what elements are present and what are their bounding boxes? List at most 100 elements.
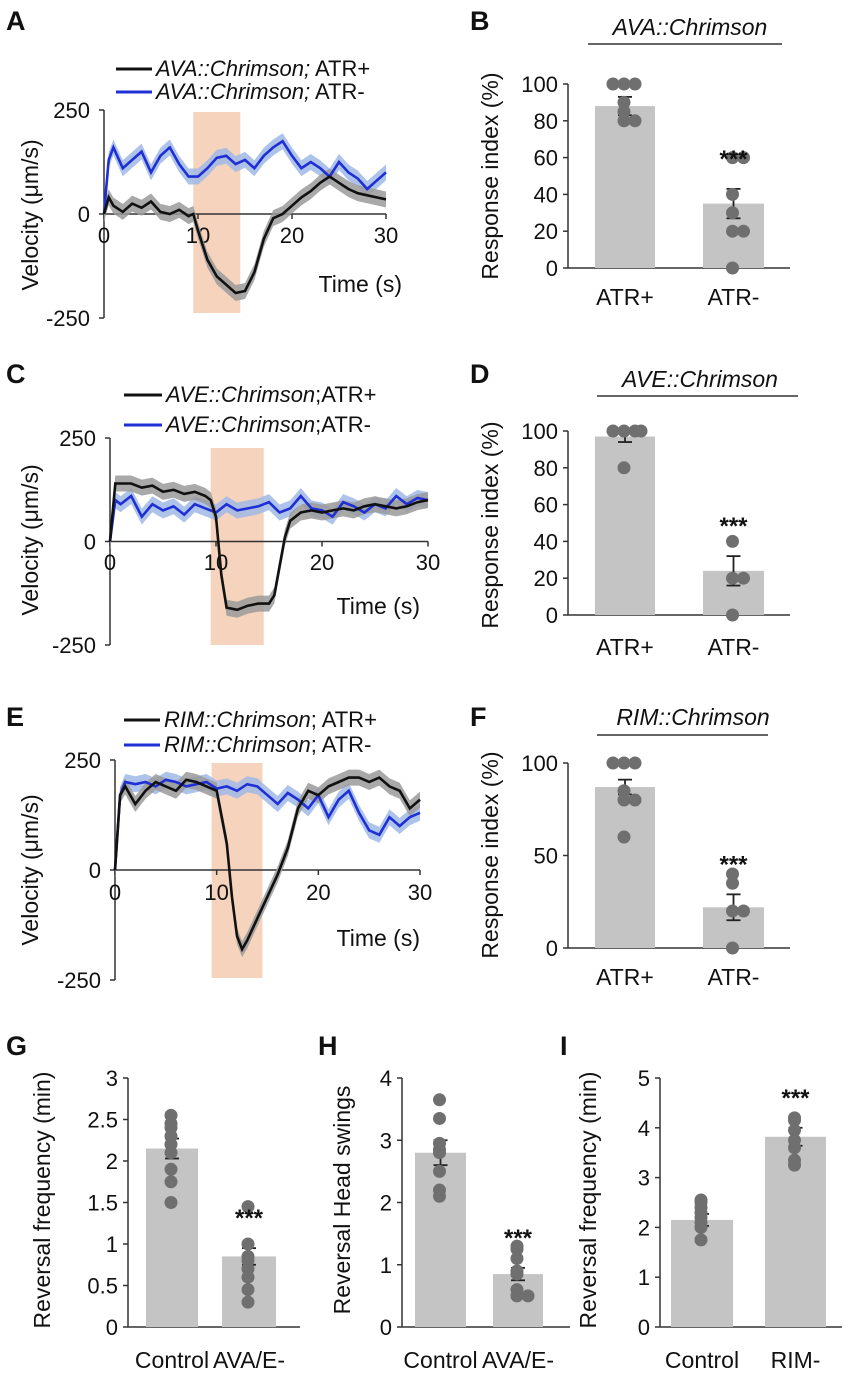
y-tick-label: 80 — [534, 456, 558, 481]
data-point — [241, 1200, 255, 1214]
legend-entry: AVA::Chrimson; ATR+ — [154, 56, 370, 81]
panel-label-h: H — [318, 1031, 338, 1061]
y-axis-label: Response index (%) — [477, 751, 503, 958]
panel-label-c: C — [6, 359, 26, 389]
y-tick-label: 0.5 — [87, 1274, 118, 1299]
y-tick-label: 1.5 — [87, 1191, 118, 1216]
legend-entry: AVA::Chrimson; ATR- — [154, 79, 365, 104]
panel-label-b: B — [470, 6, 490, 36]
x-tick-label: AVA/E- — [482, 1347, 554, 1373]
data-point — [241, 1283, 255, 1297]
y-tick-label: 0 — [84, 530, 96, 555]
data-point — [628, 114, 642, 128]
chart-title: RIM::Chrimson — [616, 704, 769, 730]
x-tick-label: 0 — [104, 550, 116, 575]
y-tick-label: 3 — [380, 1128, 392, 1153]
legend-entry: RIM::Chrimson; ATR- — [164, 732, 371, 757]
data-point — [241, 1270, 255, 1284]
series-line-atrminus — [113, 778, 421, 871]
y-tick-label: 3 — [106, 1066, 118, 1091]
y-tick-label: 250 — [59, 426, 96, 451]
x-tick-label: 10 — [204, 880, 228, 905]
legend-condition: ;ATR- — [315, 412, 371, 437]
y-tick-label: 2 — [638, 1215, 650, 1240]
y-tick-label: 0 — [78, 202, 90, 227]
y-tick-label: 50 — [534, 844, 558, 869]
y-tick-label: 2 — [380, 1191, 392, 1216]
y-axis-label: Velocity (μm/s) — [17, 794, 43, 945]
data-point — [726, 867, 739, 881]
x-tick-label: 30 — [416, 550, 440, 575]
data-point — [433, 1093, 446, 1107]
panel-label-f: F — [470, 702, 487, 732]
data-point — [606, 756, 620, 770]
y-tick-label: 20 — [534, 219, 558, 244]
x-tick-label: Control — [135, 1347, 209, 1373]
data-point — [617, 830, 631, 844]
x-tick-label: 30 — [374, 223, 398, 248]
data-point — [510, 1289, 524, 1303]
data-point — [241, 1295, 255, 1309]
series-line-atrplus — [108, 482, 429, 612]
data-point — [628, 77, 642, 91]
y-tick-label: 0 — [546, 603, 558, 628]
data-point — [617, 95, 631, 109]
x-axis-label: Time (s) — [319, 271, 402, 297]
data-point — [737, 151, 750, 165]
y-tick-label: 4 — [380, 1066, 392, 1091]
y-tick-label: 1 — [638, 1265, 650, 1290]
y-tick-label: 0 — [106, 1315, 118, 1340]
data-point — [726, 608, 739, 622]
data-point — [164, 1146, 178, 1160]
panel-label-e: E — [6, 702, 24, 732]
data-point — [617, 784, 631, 798]
bar-control — [415, 1152, 466, 1327]
legend-gene: AVE::Chrimson — [164, 412, 315, 437]
x-tick-label: 0 — [98, 223, 110, 248]
data-point — [521, 1289, 535, 1303]
x-tick-label: 10 — [204, 550, 228, 575]
y-tick-label: 100 — [521, 751, 558, 776]
panel-h: 0 1 2 3 4 Control AVA/E- *** Reversal Head swing… — [329, 1066, 570, 1373]
x-tick-label: ATR- — [708, 964, 760, 990]
y-tick-label: 40 — [534, 182, 558, 207]
y-tick-label: 80 — [534, 109, 558, 134]
x-tick-label: 20 — [280, 223, 304, 248]
y-tick-label: 1 — [380, 1253, 392, 1278]
significance-marker: *** — [781, 1085, 810, 1112]
y-axis-label: Reversal frequency (min) — [575, 1072, 601, 1329]
y-tick-label: -250 — [46, 306, 90, 331]
data-point — [164, 1175, 178, 1189]
data-point — [726, 151, 739, 165]
y-tick-label: 60 — [534, 493, 558, 518]
data-point — [617, 105, 631, 119]
data-point — [617, 461, 631, 475]
data-point — [164, 1196, 178, 1209]
legend-condition: ; ATR+ — [311, 707, 377, 732]
y-tick-label: -250 — [52, 633, 96, 658]
data-point — [726, 904, 739, 918]
data-point — [726, 876, 739, 890]
data-point — [617, 756, 631, 770]
x-tick-label: ATR+ — [596, 284, 654, 310]
panel-label-g: G — [6, 1031, 27, 1061]
y-tick-label: 0 — [89, 858, 101, 883]
x-tick-label: ATR- — [708, 284, 760, 310]
x-tick-label: AVA/E- — [213, 1347, 285, 1373]
significance-marker: *** — [235, 1205, 264, 1232]
data-point — [628, 756, 642, 770]
data-point — [241, 1237, 255, 1251]
data-point — [726, 224, 739, 238]
significance-marker: *** — [719, 146, 748, 173]
data-point — [694, 1233, 708, 1247]
series-band-atrminus — [115, 771, 420, 878]
data-point — [788, 1141, 801, 1155]
y-tick-label: 60 — [534, 146, 558, 171]
data-point — [737, 904, 750, 918]
data-point — [788, 1158, 801, 1172]
bar-atrplus — [595, 106, 655, 268]
y-tick-label: 4 — [638, 1116, 650, 1141]
y-axis-label: Reversal Head swings — [329, 1086, 355, 1315]
